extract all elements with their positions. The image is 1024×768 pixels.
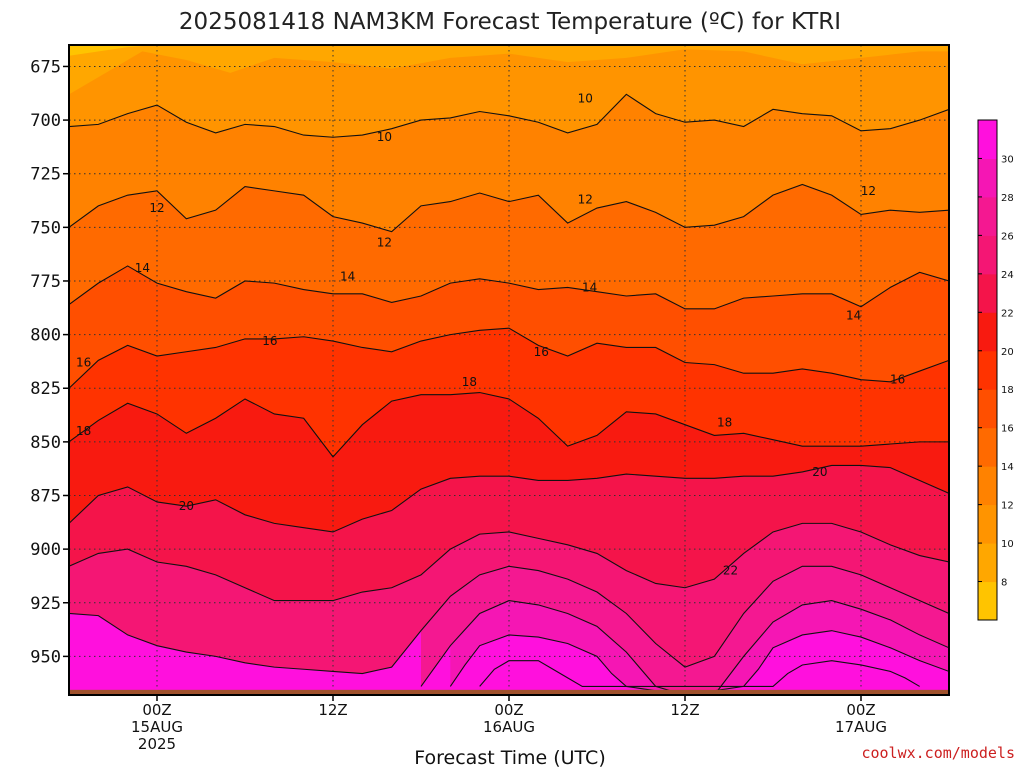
colorbar-swatch: [978, 120, 997, 159]
colorbar-swatch: [978, 389, 997, 429]
colorbar-swatch: [978, 273, 997, 313]
y-tick-label: 750: [30, 218, 61, 238]
contour-label: 14: [582, 280, 597, 294]
contour-label: 16: [534, 345, 549, 359]
colorbar-swatch: [978, 543, 997, 583]
colorbar: 8 10 12 14 16 18 20 22 24 26 28 30: [977, 119, 1014, 621]
temperature-fill-bands: [69, 45, 949, 695]
contour-label: 20: [179, 499, 194, 513]
ground: [69, 689, 949, 695]
contour-12: [69, 183, 949, 233]
colorbar-label: 10: [1001, 539, 1014, 550]
contour-20: [69, 464, 949, 533]
contour-label: 16: [76, 355, 91, 369]
x-tick-label: 12Z: [318, 701, 347, 719]
x-tick-label: 12Z: [670, 701, 699, 719]
terrain-below-surface: [69, 689, 949, 695]
y-axis: 675 700 725 750 775 800 825 850 875 900 925 950: [30, 57, 69, 667]
colorbar-label: 22: [1001, 308, 1014, 319]
contour-label: 18: [717, 416, 732, 430]
contour-30: [479, 660, 920, 687]
y-tick-label: 675: [30, 57, 61, 77]
contour-lines: [69, 93, 949, 695]
source-credit: coolwx.com/models: [861, 744, 1015, 762]
y-tick-label: 775: [30, 272, 61, 292]
colorbar-swatch: [978, 235, 997, 275]
colorbar-label: 8: [1001, 578, 1007, 589]
contour-label: 14: [846, 308, 861, 322]
contour-label: 12: [149, 201, 164, 215]
y-tick-label: 725: [30, 165, 61, 185]
colorbar-label: 16: [1001, 424, 1014, 435]
colorbar-swatch: [978, 466, 997, 506]
colorbar-label: 26: [1001, 231, 1014, 242]
y-tick-label: 925: [30, 594, 61, 614]
grid-lines: [69, 45, 949, 695]
x-tick-label: 00Z: [142, 701, 171, 719]
contour-label: 12: [377, 235, 392, 249]
contour-26: [420, 600, 949, 695]
contour-14: [69, 265, 949, 310]
x-tick-label: 00Z: [846, 701, 875, 719]
x-axis-label: Forecast Time (UTC): [414, 747, 605, 768]
colorbar-swatch: [978, 158, 997, 198]
colorbar-label: 28: [1001, 193, 1014, 204]
colorbar-label: 20: [1001, 347, 1014, 358]
y-tick-label: 700: [30, 111, 61, 131]
colorbar-label: 24: [1001, 270, 1014, 281]
contour-label: 18: [76, 424, 91, 438]
contour-16: [69, 327, 949, 389]
contour-label: 14: [135, 261, 150, 275]
y-tick-label: 950: [30, 647, 61, 667]
contour-28: [449, 630, 949, 695]
colorbar-swatch: [978, 427, 997, 467]
colorbar-swatch: [978, 581, 997, 621]
contour-label: 12: [861, 184, 876, 198]
contour-labels: 10 10 12 12 12 12 14 14 14 14 16 16 16 16 18 18 18 20 20 22: [76, 92, 905, 578]
contour-label: 22: [723, 564, 738, 578]
contour-18: [69, 391, 949, 458]
contour-label: 10: [377, 130, 392, 144]
colorbar-label: 18: [1001, 385, 1014, 396]
y-tick-label: 800: [30, 326, 61, 346]
chart-title: 2025081418 NAM3KM Forecast Temperature (…: [179, 9, 841, 35]
colorbar-swatch: [978, 196, 997, 236]
contour-10: [69, 93, 949, 138]
contour-label: 10: [578, 92, 593, 106]
colorbar-label: 30: [1001, 154, 1014, 165]
x-tick-label: 15AUG: [131, 718, 183, 736]
colorbar-swatch: [978, 312, 997, 352]
y-tick-label: 850: [30, 433, 61, 453]
colorbar-label: 14: [1001, 462, 1014, 473]
y-tick-label: 875: [30, 486, 61, 506]
contour-label: 18: [462, 375, 477, 389]
x-tick-label: 16AUG: [483, 718, 535, 736]
contour-label: 20: [812, 465, 827, 479]
contour-label: 16: [262, 334, 277, 348]
contour-label: 16: [890, 373, 905, 387]
x-tick-label: 2025: [138, 735, 176, 753]
y-tick-label: 825: [30, 379, 61, 399]
colorbar-swatch: [978, 504, 997, 544]
band-8-10: [69, 45, 949, 95]
contour-label: 12: [578, 192, 593, 206]
x-tick-label: 00Z: [494, 701, 523, 719]
x-tick-label: 17AUG: [835, 718, 887, 736]
contour-22: [69, 522, 949, 602]
y-tick-label: 900: [30, 540, 61, 560]
plot-area: [69, 45, 949, 695]
colorbar-label: 12: [1001, 501, 1014, 512]
contour-label: 14: [340, 270, 355, 284]
colorbar-swatch: [978, 350, 997, 390]
contour-24: [69, 565, 949, 675]
colorbar-frame: [977, 119, 998, 621]
